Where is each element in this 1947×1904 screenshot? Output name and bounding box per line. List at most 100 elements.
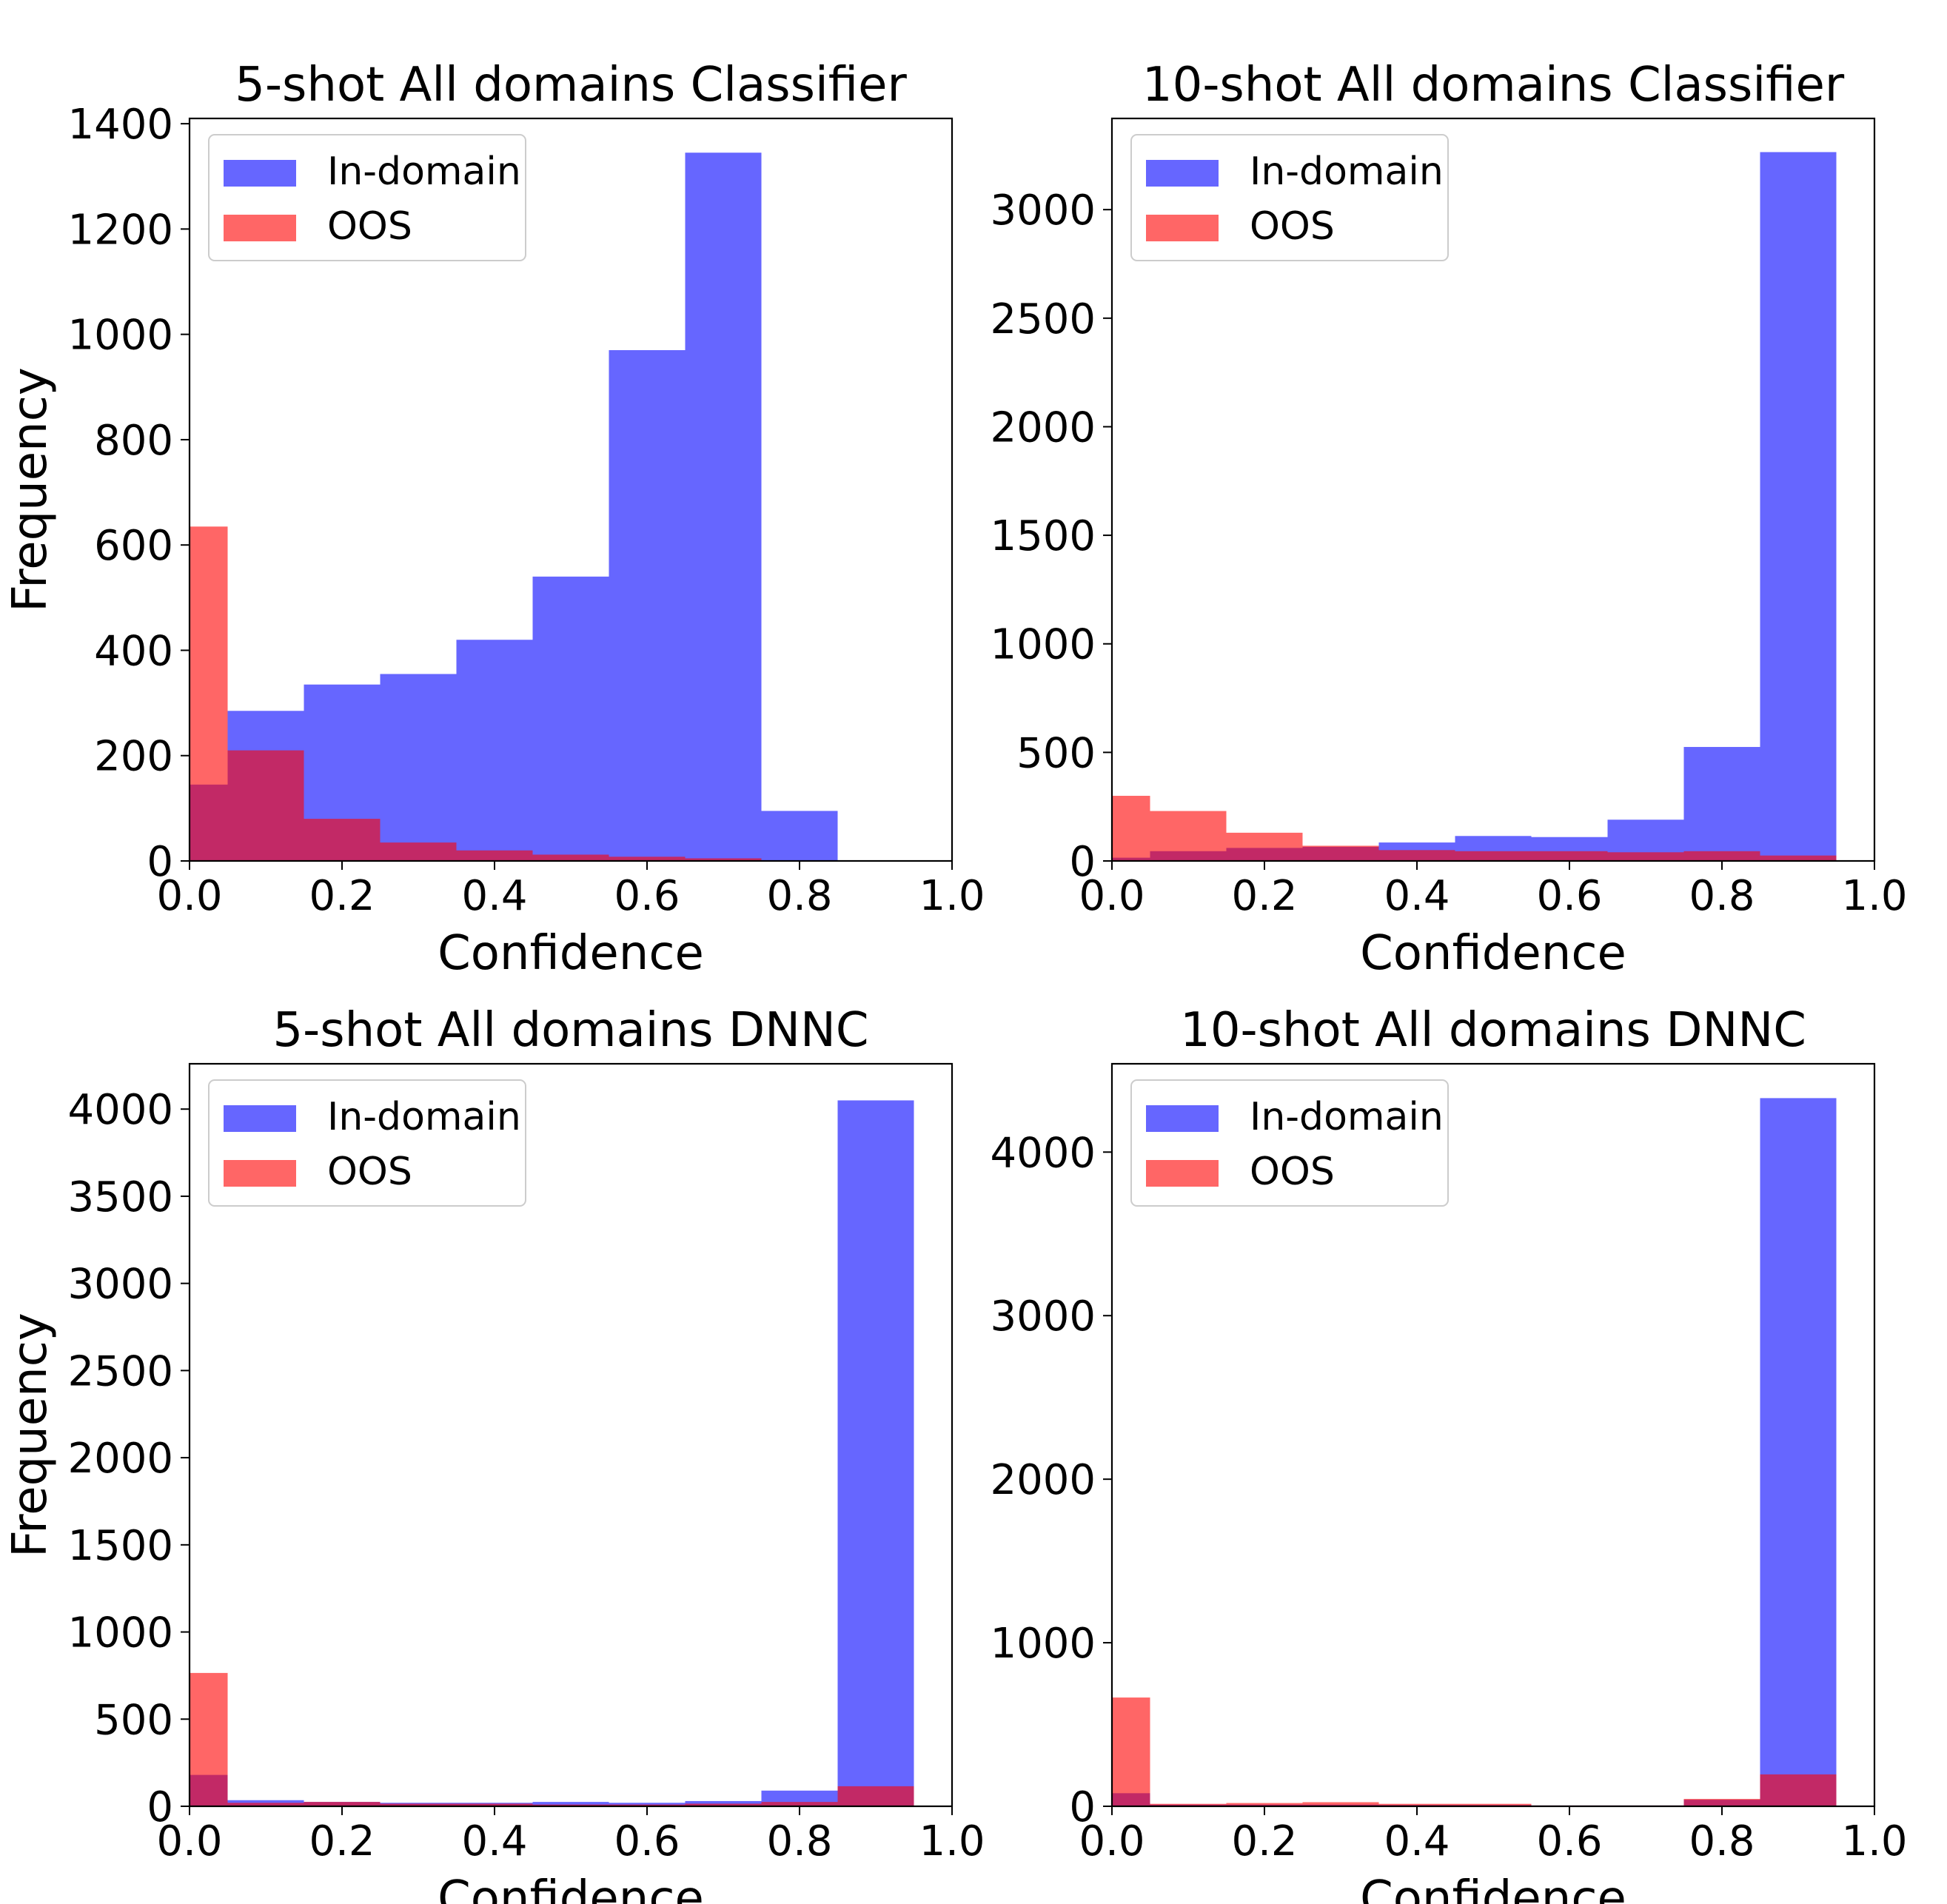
x-tick-label: 0.2 — [309, 872, 375, 920]
y-tick-label: 0 — [1069, 838, 1096, 886]
oos-bar — [1378, 1803, 1455, 1806]
bars — [1112, 152, 1837, 861]
x-axis-label: Confidence — [1360, 1871, 1626, 1904]
x-tick-label: 0.8 — [1689, 1817, 1755, 1866]
y-tick-label: 1500 — [990, 512, 1096, 560]
x-tick-label: 0.0 — [1079, 1817, 1145, 1866]
y-tick-label: 400 — [94, 627, 173, 675]
legend: In-domain OOS — [208, 134, 526, 261]
oos-bar — [1302, 845, 1379, 861]
bars — [190, 152, 838, 861]
x-tick-label: 0.2 — [309, 1817, 375, 1866]
oos-bar — [304, 819, 381, 861]
oos-bar — [190, 1672, 228, 1806]
in-domain-bar — [1760, 152, 1837, 861]
oos-bar — [1760, 1774, 1837, 1806]
bars — [190, 1100, 914, 1806]
in-domain-bar — [837, 1100, 914, 1806]
legend-label: OOS — [327, 204, 412, 249]
y-tick-label: 1000 — [990, 621, 1096, 669]
chart-title: 10-shot All domains DNNC — [1180, 1003, 1806, 1058]
in-domain-bar — [1760, 1098, 1837, 1806]
oos-bar — [227, 750, 304, 861]
oos-bar — [1302, 1802, 1379, 1806]
y-tick-label: 2000 — [67, 1435, 173, 1483]
x-tick-label: 0.6 — [614, 1817, 680, 1866]
x-tick-label: 0.6 — [614, 872, 680, 920]
x-tick-label: 0.4 — [1384, 1817, 1450, 1866]
oos-swatch — [1146, 1160, 1219, 1187]
x-axis-label: Confidence — [438, 1871, 704, 1904]
oos-bar — [1226, 1803, 1303, 1806]
y-tick-label: 2000 — [990, 403, 1096, 452]
oos-swatch — [224, 215, 296, 241]
oos-bar — [837, 1786, 914, 1806]
y-tick-label: 3000 — [990, 187, 1096, 235]
legend: In-domain OOS — [1130, 1079, 1449, 1207]
chart-title: 10-shot All domains Classifier — [1142, 58, 1845, 113]
x-tick-label: 0.8 — [1689, 872, 1755, 920]
y-tick-label: 2500 — [67, 1347, 173, 1395]
oos-bar — [1760, 855, 1837, 861]
oos-bar — [685, 1803, 762, 1806]
in-domain-swatch — [224, 1105, 296, 1132]
y-tick-label: 2000 — [990, 1456, 1096, 1504]
chart-panel-2: 0.0 0.2 0.4 0.6 0.8 1.0 0 500 1000 1500 2000 2500 30… — [990, 58, 1907, 981]
in-domain-bar — [456, 640, 533, 861]
legend-label: OOS — [1250, 1150, 1335, 1194]
legend-label: In-domain — [1250, 150, 1444, 194]
oos-swatch — [1146, 215, 1219, 241]
oos-bar — [532, 1804, 609, 1806]
in-domain-bar — [1683, 747, 1760, 861]
x-tick-label: 0.2 — [1231, 872, 1297, 920]
in-domain-bar — [685, 152, 762, 861]
in-domain-swatch — [1146, 160, 1219, 187]
legend-label: In-domain — [327, 150, 521, 194]
x-tick-label: 0.2 — [1231, 1817, 1297, 1866]
x-tick-label: 1.0 — [1841, 872, 1907, 920]
y-tick-label: 0 — [1069, 1783, 1096, 1831]
oos-bar — [1683, 1799, 1760, 1806]
y-tick-label: 500 — [1016, 729, 1096, 777]
x-tick-label: 0.4 — [461, 872, 527, 920]
y-tick-label: 4000 — [67, 1086, 173, 1134]
oos-bar — [1455, 1803, 1532, 1806]
oos-bar — [609, 857, 686, 861]
in-domain-bar — [532, 576, 609, 861]
x-tick-label: 1.0 — [919, 1817, 985, 1866]
chart-title: 5-shot All domains DNNC — [272, 1003, 868, 1058]
y-tick-label: 1000 — [67, 312, 173, 360]
oos-bar — [1150, 1803, 1227, 1806]
chart-panel-3: 0.0 0.2 0.4 0.6 0.8 1.0 0 500 1000 1500 2000 2500 30… — [3, 1003, 985, 1904]
legend-label: OOS — [1250, 204, 1335, 249]
oos-bar — [1531, 851, 1608, 861]
x-axis-label: Confidence — [438, 926, 704, 981]
in-domain-swatch — [1146, 1105, 1219, 1132]
oos-bar — [190, 526, 228, 861]
x-tick-label: 1.0 — [919, 872, 985, 920]
y-tick-label: 3500 — [67, 1173, 173, 1221]
oos-bar — [532, 854, 609, 861]
x-tick-label: 0.0 — [156, 872, 222, 920]
oos-bar — [1112, 1697, 1150, 1806]
y-tick-label: 600 — [94, 522, 173, 570]
x-tick-label: 0.8 — [766, 872, 832, 920]
oos-bar — [685, 858, 762, 861]
in-domain-bar — [532, 1802, 609, 1806]
x-tick-label: 1.0 — [1841, 1817, 1907, 1866]
y-tick-label: 1000 — [67, 1609, 173, 1657]
x-tick-label: 0.8 — [766, 1817, 832, 1866]
legend: In-domain OOS — [208, 1079, 526, 1207]
oos-swatch — [224, 1160, 296, 1187]
in-domain-bar — [761, 811, 838, 861]
legend-label: OOS — [327, 1150, 412, 1194]
legend-label: In-domain — [327, 1095, 521, 1139]
y-tick-label: 4000 — [990, 1129, 1096, 1177]
oos-bar — [456, 850, 533, 861]
axes-frame — [188, 117, 954, 862]
oos-bar — [761, 1802, 838, 1806]
y-tick-label: 2500 — [990, 295, 1096, 343]
legend-label: In-domain — [1250, 1095, 1444, 1139]
axes-frame — [188, 1062, 954, 1808]
